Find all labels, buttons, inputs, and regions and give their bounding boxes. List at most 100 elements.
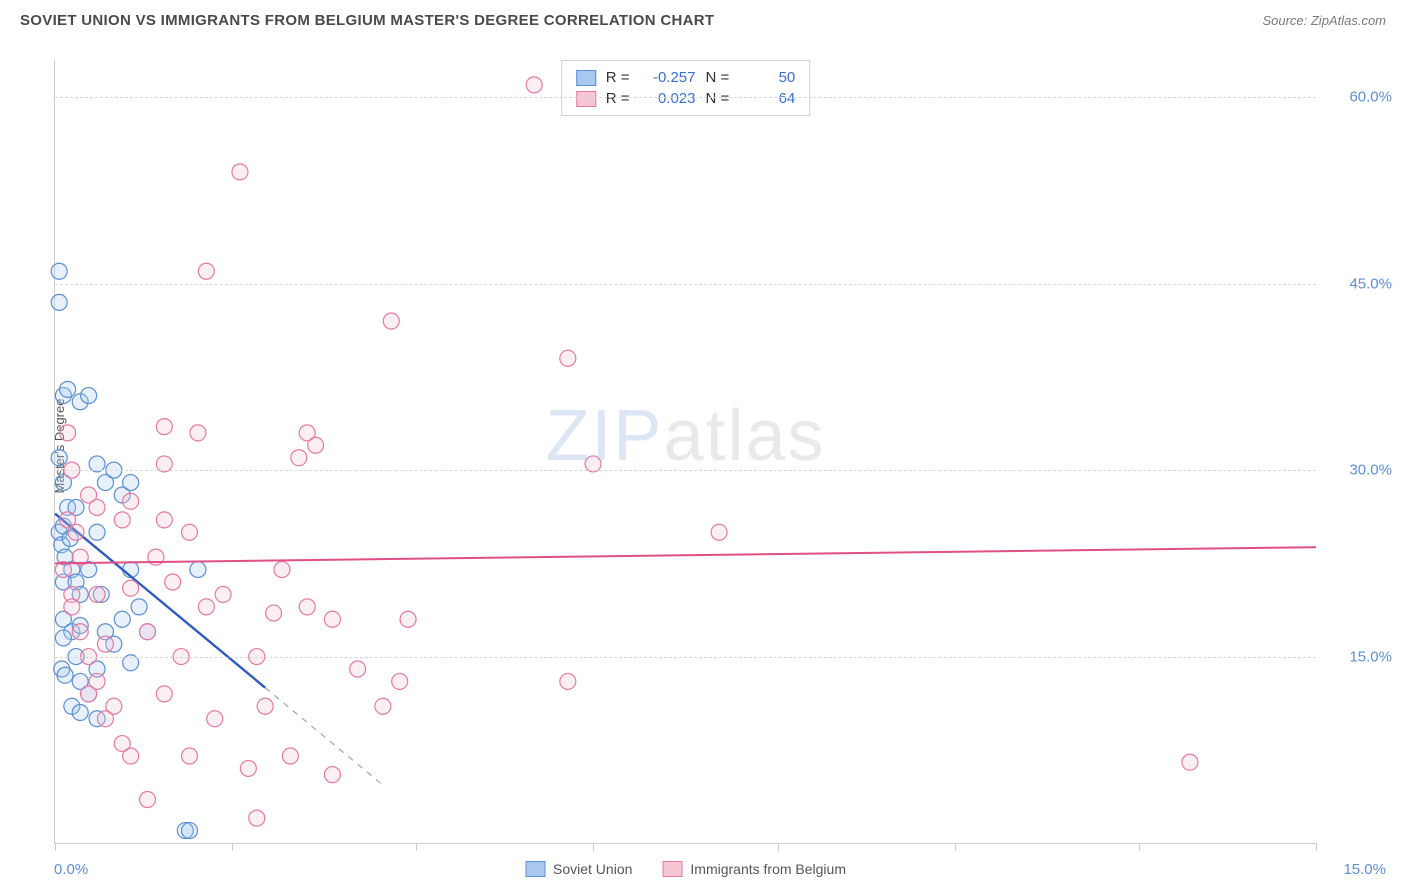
legend-series-item: Soviet Union [525,861,632,877]
chart-source: Source: ZipAtlas.com [1262,13,1386,28]
data-point [55,630,71,646]
data-point [274,562,290,578]
data-point [198,599,214,615]
data-point [123,493,139,509]
y-tick-label: 30.0% [1322,462,1392,479]
data-point [68,524,84,540]
data-point [375,698,391,714]
data-point [72,705,88,721]
data-point [114,611,130,627]
data-point [291,450,307,466]
x-tick [778,843,779,851]
data-point [207,711,223,727]
data-point [89,586,105,602]
data-point [1182,754,1198,770]
data-point [123,580,139,596]
legend-n-label: N = [706,90,730,107]
data-point [190,425,206,441]
data-point [308,437,324,453]
y-tick-label: 60.0% [1322,89,1392,106]
data-point [198,263,214,279]
gridline [55,657,1316,658]
data-point [89,524,105,540]
data-point [526,77,542,93]
data-point [156,512,172,528]
scatter-svg [55,60,1316,843]
legend-correlation-row: R = -0.257 N = 50 [576,67,796,88]
data-point [560,350,576,366]
data-point [139,792,155,808]
data-point [156,686,172,702]
legend-swatch [662,861,682,877]
data-point [51,294,67,310]
legend-r-value: 0.023 [640,90,696,107]
legend-correlation-row: R = 0.023 N = 64 [576,88,796,109]
data-point [97,636,113,652]
legend-r-label: R = [606,90,630,107]
x-axis-tick-max: 15.0% [1343,861,1386,878]
data-point [249,810,265,826]
x-tick [1316,843,1317,851]
legend-n-label: N = [706,69,730,86]
data-point [123,475,139,491]
data-point [114,512,130,528]
legend-swatch [576,91,596,107]
data-point [89,673,105,689]
legend-n-value: 64 [739,90,795,107]
data-point [131,599,147,615]
data-point [72,624,88,640]
data-point [182,524,198,540]
x-tick [232,843,233,851]
x-tick [1139,843,1140,851]
data-point [139,624,155,640]
data-point [182,748,198,764]
data-point [190,562,206,578]
data-point [400,611,416,627]
data-point [64,599,80,615]
data-point [350,661,366,677]
trend-line-extrapolation [265,688,383,785]
data-point [215,586,231,602]
data-point [156,419,172,435]
data-point [324,611,340,627]
gridline [55,470,1316,471]
legend-n-value: 50 [739,69,795,86]
data-point [51,450,67,466]
legend-series: Soviet Union Immigrants from Belgium [525,861,846,877]
x-tick [955,843,956,851]
data-point [60,425,76,441]
legend-series-item: Immigrants from Belgium [662,861,846,877]
data-point [240,760,256,776]
x-tick [416,843,417,851]
data-point [282,748,298,764]
data-point [383,313,399,329]
gridline [55,284,1316,285]
data-point [57,667,73,683]
data-point [51,263,67,279]
chart-title: SOVIET UNION VS IMMIGRANTS FROM BELGIUM … [20,12,714,29]
data-point [97,711,113,727]
data-point [324,767,340,783]
chart-plot-area: ZIPatlas R =-0.257N =50R =0.023N =64 Sov… [54,60,1316,844]
data-point [60,381,76,397]
gridline [55,97,1316,98]
legend-swatch [576,70,596,86]
legend-correlation: R = -0.257 N = 50 R = 0.023 N = 64 [561,60,811,116]
legend-r-label: R = [606,69,630,86]
x-axis-tick-min: 0.0% [54,861,88,878]
x-tick [593,843,594,851]
trend-line [55,547,1316,563]
legend-series-label: Soviet Union [553,861,632,877]
data-point [711,524,727,540]
data-point [299,599,315,615]
legend-swatch [525,861,545,877]
data-point [257,698,273,714]
legend-series-label: Immigrants from Belgium [690,861,846,877]
data-point [114,736,130,752]
y-tick-label: 45.0% [1322,275,1392,292]
legend-r-value: -0.257 [640,69,696,86]
x-tick [55,843,56,851]
y-tick-label: 15.0% [1322,648,1392,665]
data-point [232,164,248,180]
data-point [560,673,576,689]
